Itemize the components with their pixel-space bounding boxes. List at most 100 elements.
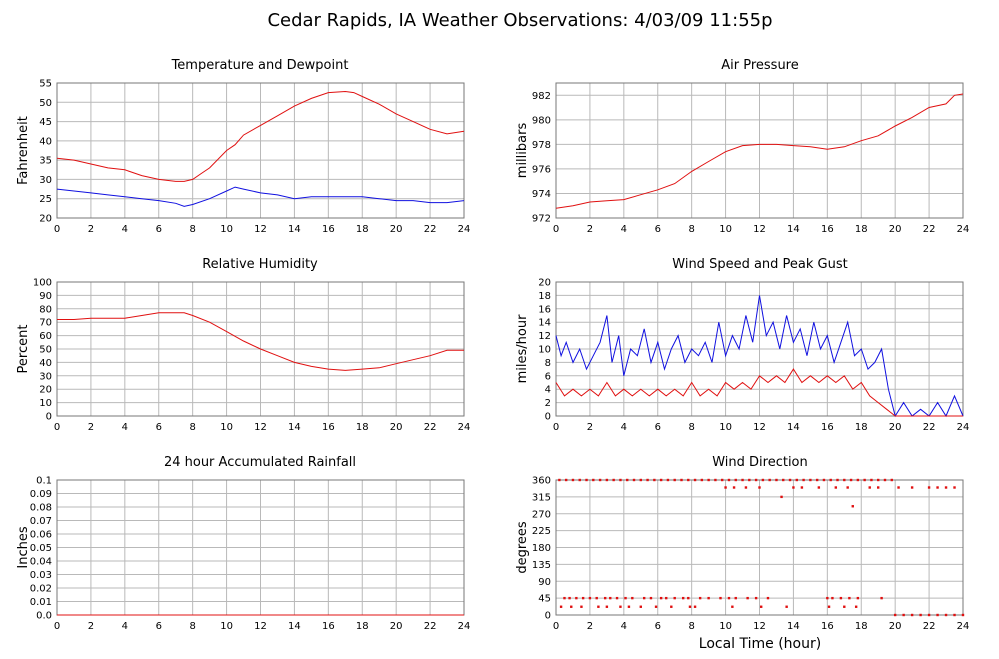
x-tick-label: 14 bbox=[787, 422, 800, 433]
data-point bbox=[734, 596, 737, 600]
x-tick-label: 16 bbox=[322, 224, 335, 235]
y-tick-label: 40 bbox=[39, 358, 52, 369]
x-tick-label: 0 bbox=[54, 224, 60, 235]
x-tick-label: 6 bbox=[156, 422, 162, 433]
data-point bbox=[927, 486, 931, 489]
x-tick-label: 24 bbox=[458, 621, 471, 632]
y-tick-label: 70 bbox=[39, 318, 52, 329]
x-tick-label: 8 bbox=[189, 422, 195, 433]
data-point bbox=[732, 486, 736, 489]
x-tick-label: 6 bbox=[655, 422, 661, 433]
x-tick-label: 20 bbox=[390, 621, 403, 632]
data-point bbox=[826, 596, 829, 600]
y-tick-label: 0.06 bbox=[30, 530, 52, 541]
x-tick-label: 18 bbox=[356, 224, 369, 235]
data-point bbox=[748, 478, 751, 482]
data-point bbox=[836, 478, 839, 482]
x-tick-label: 16 bbox=[821, 224, 834, 235]
data-point bbox=[558, 478, 561, 482]
data-point bbox=[666, 478, 670, 482]
x-tick-label: 2 bbox=[587, 422, 593, 433]
x-tick-label: 0 bbox=[54, 621, 60, 632]
data-point bbox=[570, 605, 573, 608]
series-line-1 bbox=[555, 93, 964, 209]
y-tick-label: 0.01 bbox=[30, 597, 52, 608]
data-point bbox=[665, 596, 668, 600]
data-point bbox=[727, 478, 731, 482]
data-point bbox=[632, 478, 636, 482]
x-tick-label: 18 bbox=[855, 621, 868, 632]
data-point bbox=[795, 478, 799, 482]
x-tick-label: 4 bbox=[621, 422, 627, 433]
y-tick-label: 180 bbox=[532, 543, 551, 554]
y-tick-label: 55 bbox=[39, 79, 52, 90]
y-tick-label: 50 bbox=[39, 345, 52, 356]
x-tick-label: 14 bbox=[288, 422, 301, 433]
y-tick-label: 4 bbox=[545, 385, 551, 396]
y-tick-label: 0 bbox=[545, 412, 551, 423]
x-tick-label: 18 bbox=[356, 621, 369, 632]
data-point bbox=[734, 478, 737, 482]
data-point bbox=[707, 478, 710, 482]
data-point bbox=[612, 478, 615, 482]
data-point bbox=[568, 596, 571, 600]
data-point bbox=[564, 478, 568, 482]
x-tick-label: 24 bbox=[957, 422, 970, 433]
data-point bbox=[619, 605, 622, 608]
x-tick-label: 0 bbox=[553, 621, 559, 632]
x-tick-label: 10 bbox=[719, 224, 732, 235]
x-tick-label: 18 bbox=[855, 422, 868, 433]
data-point bbox=[785, 605, 788, 608]
y-tick-label: 20 bbox=[39, 214, 52, 225]
data-point bbox=[775, 478, 778, 482]
y-tick-label: 50 bbox=[39, 98, 52, 109]
data-point bbox=[588, 596, 592, 600]
data-point bbox=[839, 596, 843, 600]
data-point bbox=[880, 596, 883, 600]
x-tick-label: 10 bbox=[220, 422, 233, 433]
y-tick-label: 0.1 bbox=[36, 476, 52, 487]
y-tick-label: 270 bbox=[532, 509, 551, 520]
y-axis-label: millibars bbox=[515, 123, 530, 179]
data-point bbox=[854, 605, 858, 608]
data-point bbox=[877, 478, 880, 482]
x-tick-label: 4 bbox=[621, 224, 627, 235]
x-tick-label: 20 bbox=[390, 422, 403, 433]
x-tick-label: 8 bbox=[688, 621, 694, 632]
x-tick-label: 16 bbox=[322, 422, 335, 433]
x-tick-label: 22 bbox=[424, 224, 437, 235]
data-point bbox=[626, 478, 629, 482]
data-point bbox=[688, 605, 692, 608]
data-point bbox=[659, 478, 663, 482]
data-point bbox=[761, 478, 765, 482]
y-tick-label: 35 bbox=[39, 156, 52, 167]
series-line-1 bbox=[555, 295, 964, 418]
data-point bbox=[902, 613, 905, 617]
y-tick-label: 0.04 bbox=[30, 557, 52, 568]
data-point bbox=[792, 486, 795, 489]
data-point bbox=[910, 613, 914, 617]
data-point bbox=[877, 486, 880, 489]
y-tick-label: 0.07 bbox=[30, 516, 52, 527]
x-tick-label: 10 bbox=[719, 422, 732, 433]
x-tick-label: 22 bbox=[424, 422, 437, 433]
y-tick-label: 18 bbox=[538, 291, 551, 302]
data-point bbox=[890, 478, 893, 482]
x-tick-label: 22 bbox=[424, 621, 437, 632]
series-line-1 bbox=[57, 312, 464, 371]
x-tick-label: 0 bbox=[553, 224, 559, 235]
data-point bbox=[800, 486, 804, 489]
x-tick-label: 6 bbox=[156, 224, 162, 235]
data-point bbox=[627, 605, 631, 608]
data-point bbox=[687, 596, 690, 600]
x-tick-label: 24 bbox=[458, 422, 471, 433]
data-point bbox=[670, 605, 673, 608]
y-axis-label: Percent bbox=[16, 325, 31, 374]
data-point bbox=[624, 596, 627, 600]
y-tick-label: 0.02 bbox=[30, 584, 52, 595]
x-tick-label: 18 bbox=[356, 422, 369, 433]
